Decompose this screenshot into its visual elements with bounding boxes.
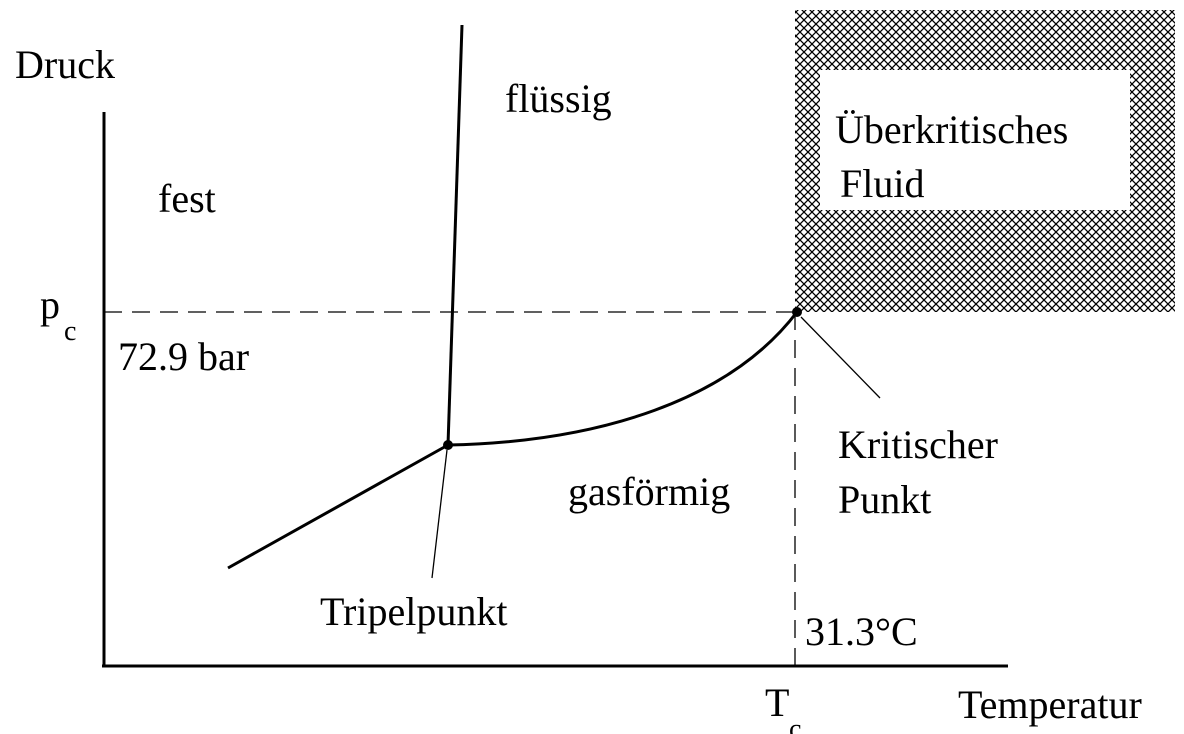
- y-axis-label: Druck: [15, 42, 115, 87]
- vaporization-curve: [447, 311, 799, 447]
- triple-point-label: Tripelpunkt: [320, 589, 507, 634]
- melting-curve: [446, 24, 464, 446]
- critical-pressure-symbol: p: [40, 282, 60, 327]
- supercritical-label-box: [820, 70, 1130, 210]
- supercritical-label: Fluid: [840, 161, 924, 206]
- critical-pressure-value: 72.9 bar: [118, 334, 249, 379]
- triple-leader: [431, 449, 448, 579]
- critical-temperature-symbol: T: [765, 680, 789, 725]
- x-axis-label: Temperatur: [958, 682, 1142, 727]
- critical-point: [792, 307, 802, 317]
- supercritical-label: Überkritisches: [835, 107, 1068, 152]
- solid-label: fest: [158, 176, 216, 221]
- gas-label: gasförmig: [568, 469, 730, 514]
- critical-leader: [800, 316, 881, 399]
- critical-point-label: Punkt: [838, 477, 931, 522]
- critical-pressure-subscript: c: [64, 316, 76, 347]
- triple-point: [443, 440, 453, 450]
- liquid-label: flüssig: [505, 76, 612, 121]
- critical-temperature-subscript: c: [789, 714, 801, 734]
- sublimation-curve: [227, 443, 449, 570]
- critical-point-label: Kritischer: [838, 422, 998, 467]
- critical-temperature-value: 31.3°C: [805, 609, 918, 654]
